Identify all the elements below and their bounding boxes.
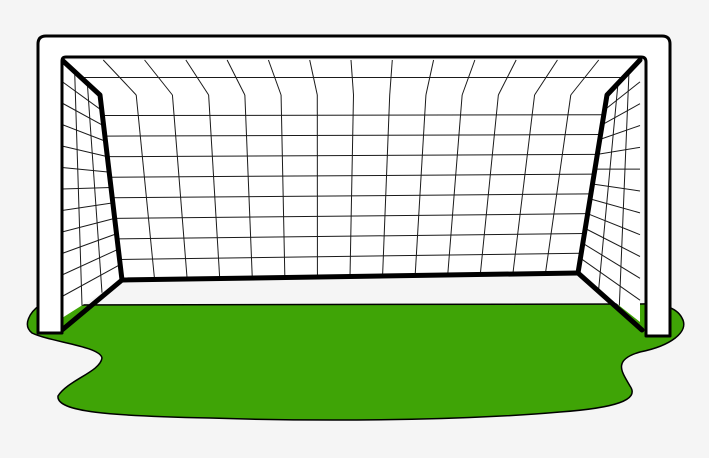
net-left-panel [62, 60, 122, 318]
net-line-12 [544, 94, 572, 274]
net-line-9 [447, 94, 463, 276]
net-back-panel [100, 95, 607, 280]
ground-bar-left [59, 277, 125, 333]
net-line-39 [61, 124, 106, 142]
net-line-50 [604, 81, 641, 111]
net-line-40 [61, 145, 108, 158]
net-line-13 [102, 114, 604, 117]
net-line-46 [61, 248, 119, 276]
net-line-20 [119, 252, 582, 260]
net-line-18 [114, 213, 588, 219]
net-line-38 [61, 102, 104, 127]
net-line-52 [599, 125, 641, 140]
net-line-44 [61, 217, 115, 233]
left-depth-rod [59, 57, 125, 283]
net-background [62, 60, 640, 322]
net-line-59 [582, 242, 641, 279]
net-line-1 [171, 94, 188, 280]
net-line-14 [104, 134, 601, 137]
net-line-8 [414, 94, 427, 276]
goal-back-frame [59, 57, 645, 333]
net-line-53 [597, 146, 641, 155]
net-line-4 [280, 94, 286, 278]
net-line-0 [135, 94, 156, 280]
net-line-57 [587, 213, 641, 236]
net-mesh [61, 59, 641, 306]
net-line-6 [349, 94, 354, 277]
ground-bar-right [575, 270, 645, 333]
net-line-58 [585, 228, 641, 257]
net-line-3 [244, 94, 253, 279]
net-line-16 [109, 173, 595, 178]
net-line-37 [61, 81, 103, 111]
net-line-45 [61, 233, 117, 254]
right-depth-rod [575, 57, 643, 276]
net-line-55 [592, 183, 641, 192]
grass-field [26, 303, 685, 421]
net-line-43 [61, 202, 113, 211]
net-line-60 [580, 257, 641, 301]
net-line-42 [61, 187, 112, 190]
net-line-2 [208, 94, 221, 279]
ground-bar-back [119, 270, 581, 283]
goal-crossbar-and-posts [36, 34, 672, 338]
net-line-41 [61, 167, 110, 173]
net-line-15 [107, 153, 598, 158]
net-right-panel [578, 60, 640, 322]
net-line-56 [589, 198, 641, 214]
net-line-51 [601, 103, 641, 126]
net-line-10 [479, 94, 499, 275]
net-line-7 [382, 94, 391, 277]
net-line-11 [512, 94, 536, 275]
net-line-19 [117, 232, 585, 240]
net-line-17 [112, 193, 591, 199]
goal-front-frame [36, 34, 672, 338]
net-line-47 [61, 264, 121, 297]
